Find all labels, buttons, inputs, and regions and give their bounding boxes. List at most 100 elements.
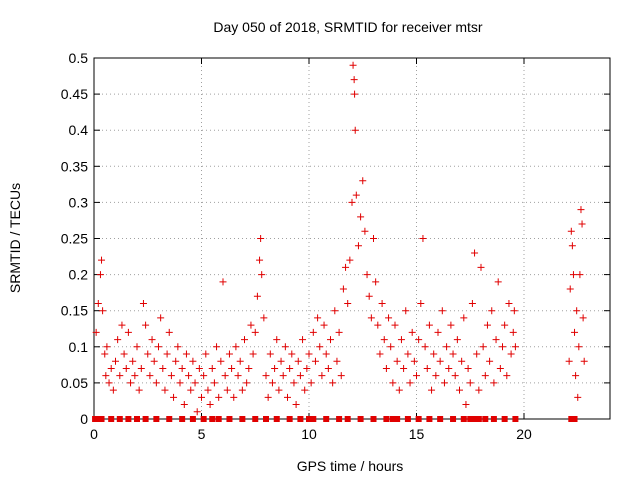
data-point	[273, 336, 281, 344]
data-point	[102, 372, 110, 380]
grid-lines	[94, 58, 610, 419]
data-point	[189, 357, 197, 365]
data-point	[576, 271, 584, 279]
data-point	[359, 177, 367, 185]
data-point	[92, 328, 100, 336]
zero-point-marker	[209, 416, 216, 422]
data-point	[99, 307, 107, 315]
data-point	[124, 328, 132, 336]
data-point	[350, 76, 358, 84]
data-point	[299, 336, 307, 344]
data-point	[425, 321, 433, 329]
data-point	[380, 336, 388, 344]
data-point	[131, 372, 139, 380]
data-point	[575, 343, 583, 351]
data-point	[243, 379, 251, 387]
data-point	[221, 372, 229, 380]
y-tick-label: 0.45	[61, 86, 88, 102]
data-point	[565, 357, 573, 365]
data-point	[318, 372, 326, 380]
y-axis-ticks: 0 0.05 0.1 0.15 0.2 0.25 0.3 0.35 0.4 0.45 0.5	[61, 50, 610, 427]
data-point	[258, 271, 266, 279]
zero-point-marker	[134, 416, 140, 422]
data-point	[477, 263, 485, 271]
data-point	[509, 328, 517, 336]
data-point	[277, 357, 285, 365]
y-tick-label: 0.5	[69, 50, 89, 66]
x-axis-label: GPS time / hours	[297, 458, 404, 474]
data-point	[157, 314, 165, 322]
data-point	[460, 314, 468, 322]
data-point	[161, 386, 169, 394]
data-point	[163, 350, 171, 358]
data-point	[109, 386, 117, 394]
data-point	[507, 350, 515, 358]
zero-point-marker	[460, 416, 467, 422]
y-axis-label: SRMTID / TECUs	[7, 183, 23, 293]
y-tick-label: 0.4	[69, 122, 89, 138]
data-point	[198, 393, 205, 401]
zero-point-marker	[383, 416, 390, 422]
data-point	[148, 336, 156, 344]
zero-point-marker	[189, 416, 196, 422]
data-point	[357, 213, 365, 221]
zero-point-marker	[426, 416, 433, 422]
data-point	[432, 372, 440, 380]
data-point	[96, 271, 104, 279]
data-point	[458, 357, 466, 365]
data-point	[440, 379, 448, 387]
data-point	[402, 307, 410, 315]
data-point	[378, 299, 386, 307]
data-point	[393, 357, 401, 365]
zero-point-marker	[482, 416, 489, 422]
data-point	[577, 206, 585, 214]
data-point	[348, 198, 356, 206]
data-point	[112, 357, 119, 365]
data-point	[451, 372, 459, 380]
data-point	[468, 299, 476, 307]
data-point	[182, 350, 190, 358]
data-point	[438, 307, 446, 315]
data-point	[215, 393, 223, 401]
data-point	[217, 357, 225, 365]
data-point	[385, 314, 393, 322]
data-point	[479, 343, 487, 351]
data-point	[365, 292, 373, 300]
zero-point-marker	[323, 416, 330, 422]
zero-point-marker	[490, 416, 497, 422]
data-point	[105, 379, 113, 387]
data-point	[155, 343, 162, 351]
data-point	[346, 256, 354, 264]
data-point	[172, 357, 180, 365]
zero-point-marker	[116, 416, 123, 422]
y-tick-label: 0.2	[69, 267, 89, 283]
data-point	[417, 299, 425, 307]
data-point	[247, 321, 255, 329]
data-point	[129, 357, 137, 365]
data-point	[329, 379, 337, 387]
zero-point-marker	[297, 416, 304, 422]
data-point	[374, 321, 382, 329]
data-point	[232, 343, 240, 351]
data-point	[294, 357, 302, 365]
data-point	[408, 328, 416, 336]
x-tick-label: 15	[409, 426, 425, 442]
y-tick-label: 0.05	[61, 375, 88, 391]
data-point	[337, 372, 345, 380]
data-point	[389, 379, 397, 387]
data-point	[496, 364, 504, 372]
x-axis-ticks: 0 5 10 15 20	[90, 58, 532, 442]
data-point	[178, 364, 186, 372]
data-point	[456, 386, 463, 394]
data-point	[324, 364, 332, 372]
data-point	[443, 343, 451, 351]
data-point	[223, 386, 231, 394]
data-point	[311, 357, 319, 365]
data-point	[505, 299, 513, 307]
data-point	[363, 271, 371, 279]
x-tick-label: 5	[198, 426, 206, 442]
data-point	[488, 307, 496, 315]
data-point	[135, 386, 143, 394]
data-point	[322, 350, 330, 358]
